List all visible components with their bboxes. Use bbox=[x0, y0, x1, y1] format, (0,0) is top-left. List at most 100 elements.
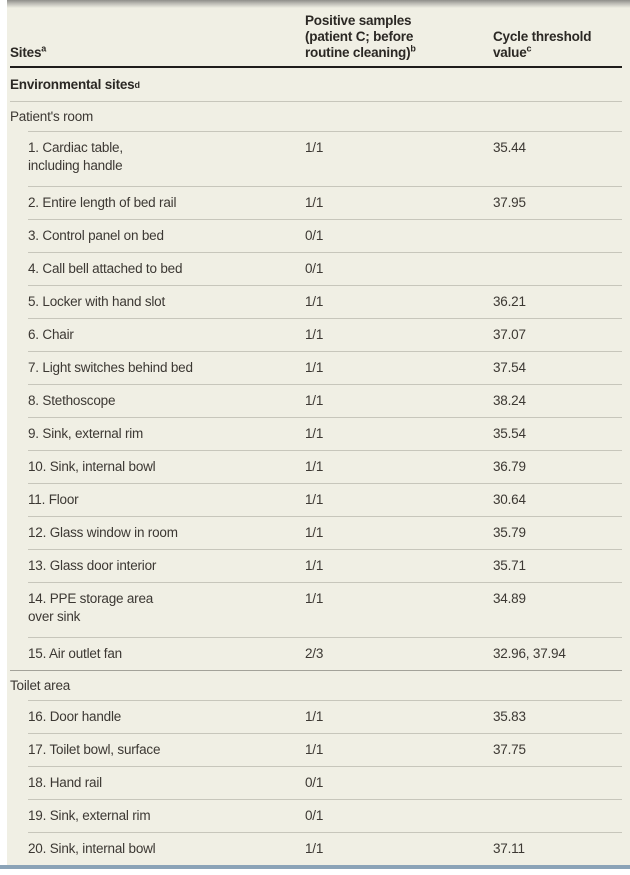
site-cell: 8. Stethoscope bbox=[28, 393, 116, 408]
row-separator bbox=[10, 670, 622, 671]
row-separator bbox=[28, 582, 622, 583]
site-cell: 17. Toilet bowl, surface bbox=[28, 742, 161, 757]
site-cell: 3. Control panel on bed bbox=[28, 228, 164, 243]
positive-samples-cell: 1/1 bbox=[305, 426, 324, 441]
positive-samples-cell: 1/1 bbox=[305, 525, 324, 540]
table-row: 15. Air outlet fan 2/3 32.96, 37.94 bbox=[28, 638, 622, 670]
section-header-row: Environmental sites d bbox=[10, 77, 140, 92]
cycle-threshold-cell: 35.83 bbox=[493, 709, 526, 724]
cycle-threshold-cell: 34.89 bbox=[493, 591, 526, 606]
positive-samples-cell: 1/1 bbox=[305, 591, 324, 606]
positive-samples-cell: 1/1 bbox=[305, 294, 324, 309]
positive-samples-cell: 1/1 bbox=[305, 140, 324, 155]
column-header-positive-samples: Positive samples (patient C; before rout… bbox=[305, 13, 416, 61]
positive-samples-cell: 1/1 bbox=[305, 393, 324, 408]
row-separator bbox=[10, 101, 622, 102]
positive-samples-cell: 1/1 bbox=[305, 195, 324, 210]
positive-samples-cell: 1/1 bbox=[305, 742, 324, 757]
footnote-marker-a: a bbox=[41, 43, 47, 54]
footnote-marker-b: b bbox=[410, 43, 416, 54]
subsection-header-row: Toilet area bbox=[10, 671, 622, 700]
table-row: 5. Locker with hand slot 1/1 36.21 bbox=[28, 286, 622, 318]
cycle-threshold-cell: 36.21 bbox=[493, 294, 526, 309]
positive-samples-cell: 1/1 bbox=[305, 459, 324, 474]
row-separator bbox=[28, 549, 622, 550]
site-cell: 10. Sink, internal bowl bbox=[28, 459, 156, 474]
site-cell: 14. PPE storage area over sink bbox=[28, 591, 154, 625]
positive-samples-cell: 1/1 bbox=[305, 558, 324, 573]
table-header-row: Sitesa Positive samples (patient C; befo… bbox=[10, 8, 622, 68]
cycle-threshold-cell: 35.71 bbox=[493, 558, 526, 573]
site-cell: 18. Hand rail bbox=[28, 775, 102, 790]
cycle-threshold-cell: 35.44 bbox=[493, 140, 526, 155]
table-row: 9. Sink, external rim 1/1 35.54 bbox=[28, 418, 622, 450]
group-label: Environmental sites bbox=[10, 77, 135, 92]
top-edge-shadow bbox=[7, 0, 630, 8]
cycle-threshold-cell: 35.54 bbox=[493, 426, 526, 441]
table-body: Environmental sites d Patient's room 1. Car… bbox=[10, 68, 622, 865]
column-header-cycle-threshold: Cycle threshold valuec bbox=[493, 29, 592, 61]
positive-samples-cell: 0/1 bbox=[305, 808, 324, 823]
table-panel: Sitesa Positive samples (patient C; befo… bbox=[7, 8, 630, 865]
cycle-threshold-cell: 37.11 bbox=[493, 841, 525, 856]
positive-samples-cell: 1/1 bbox=[305, 492, 324, 507]
row-separator bbox=[28, 219, 622, 220]
table-row: 3. Control panel on bed 0/1 bbox=[28, 220, 622, 252]
row-separator bbox=[28, 450, 622, 451]
cycle-threshold-cell: 30.64 bbox=[493, 492, 526, 507]
row-separator bbox=[28, 637, 622, 638]
positive-samples-cell: 0/1 bbox=[305, 775, 324, 790]
positive-samples-cell: 0/1 bbox=[305, 261, 324, 276]
positive-samples-cell: 0/1 bbox=[305, 228, 324, 243]
table-row: 8. Stethoscope 1/1 38.24 bbox=[28, 385, 622, 417]
cycle-threshold-cell: 37.07 bbox=[493, 327, 526, 342]
site-cell: 1. Cardiac table, including handle bbox=[28, 140, 123, 174]
cycle-threshold-cell: 38.24 bbox=[493, 393, 526, 408]
site-cell: 5. Locker with hand slot bbox=[28, 294, 166, 309]
subsection-header-row: Patient's room bbox=[10, 102, 622, 131]
group-label: Patient's room bbox=[10, 109, 94, 124]
table-row: 20. Sink, internal bowl 1/1 37.11 bbox=[28, 833, 622, 865]
site-cell: 13. Glass door interior bbox=[28, 558, 157, 573]
table-row: 17. Toilet bowl, surface 1/1 37.75 bbox=[28, 734, 622, 766]
footnote-marker-c: c bbox=[526, 43, 532, 54]
row-separator bbox=[28, 700, 622, 701]
column-header-sites: Sitesa bbox=[10, 43, 47, 61]
table-row: 12. Glass window in room 1/1 35.79 bbox=[28, 517, 622, 549]
cycle-threshold-cell: 32.96, 37.94 bbox=[493, 646, 566, 661]
site-cell: 20. Sink, internal bowl bbox=[28, 841, 156, 856]
positive-samples-cell: 1/1 bbox=[305, 709, 324, 724]
row-separator bbox=[28, 186, 622, 187]
row-separator bbox=[28, 252, 622, 253]
site-cell: 19. Sink, external rim bbox=[28, 808, 151, 823]
site-cell: 12. Glass window in room bbox=[28, 525, 178, 540]
row-separator bbox=[28, 417, 622, 418]
row-separator bbox=[28, 799, 622, 800]
row-separator bbox=[28, 131, 622, 132]
cycle-threshold-cell: 37.95 bbox=[493, 195, 526, 210]
table-row: 6. Chair 1/1 37.07 bbox=[28, 319, 622, 351]
positive-samples-cell: 2/3 bbox=[305, 646, 324, 661]
bottom-rule bbox=[0, 865, 630, 869]
table-row: 16. Door handle 1/1 35.83 bbox=[28, 701, 622, 733]
site-cell: 16. Door handle bbox=[28, 709, 122, 724]
site-cell: 2. Entire length of bed rail bbox=[28, 195, 177, 210]
cycle-threshold-cell: 37.54 bbox=[493, 360, 526, 375]
table-row: 18. Hand rail 0/1 bbox=[28, 767, 622, 799]
row-separator bbox=[28, 318, 622, 319]
table-row: 11. Floor 1/1 30.64 bbox=[28, 484, 622, 516]
table-row: 4. Call bell attached to bed 0/1 bbox=[28, 253, 622, 285]
site-cell: 6. Chair bbox=[28, 327, 74, 342]
row-separator bbox=[28, 384, 622, 385]
row-separator bbox=[28, 483, 622, 484]
table-row: 1. Cardiac table, including handle 1/1 35.… bbox=[28, 132, 622, 186]
row-separator bbox=[28, 516, 622, 517]
row-separator bbox=[28, 733, 622, 734]
site-cell: 11. Floor bbox=[28, 492, 79, 507]
row-separator bbox=[28, 351, 622, 352]
table-row: 13. Glass door interior 1/1 35.71 bbox=[28, 550, 622, 582]
positive-samples-cell: 1/1 bbox=[305, 841, 324, 856]
site-cell: 15. Air outlet fan bbox=[28, 646, 122, 661]
group-label: Toilet area bbox=[10, 678, 71, 693]
